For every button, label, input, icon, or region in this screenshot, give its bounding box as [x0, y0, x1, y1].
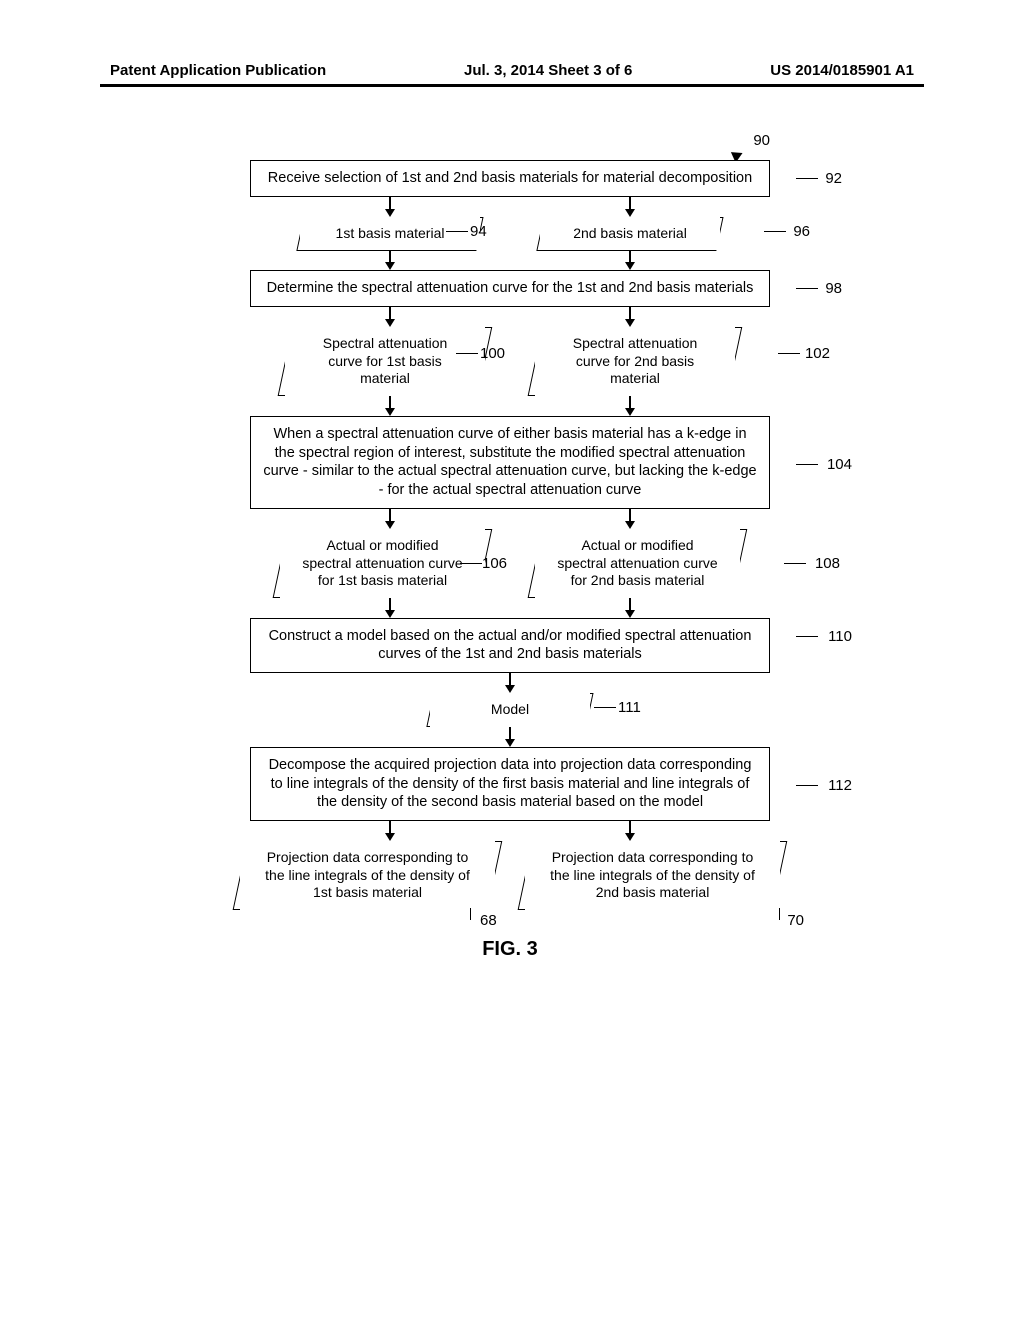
box-94: 1st basis material — [300, 217, 480, 251]
arrows-92-to-94-96 — [170, 197, 850, 217]
arrows-104-to-106-108 — [170, 509, 850, 529]
leader-106 — [460, 563, 482, 564]
leader-102 — [778, 353, 800, 354]
ref-94: 94 — [470, 223, 487, 240]
box-102: Spectral attenuation curve for 2nd basis… — [535, 327, 735, 396]
header-left: Patent Application Publication — [110, 62, 326, 79]
leader-110 — [796, 636, 818, 637]
box-98: Determine the spectral attenuation curve… — [250, 270, 770, 307]
box-68: Projection data corresponding to the lin… — [240, 841, 495, 910]
box-111-text: Model — [452, 701, 568, 719]
box-110: Construct a model based on the actual an… — [250, 618, 770, 674]
header-right: US 2014/0185901 A1 — [770, 62, 914, 79]
arrows-94-96-to-98 — [170, 250, 850, 270]
flowchart: 90 Receive selection of 1st and 2nd basi… — [170, 160, 850, 961]
leader-70 — [779, 908, 780, 920]
ref-104: 104 — [827, 456, 852, 473]
ref-111: 111 — [618, 699, 641, 716]
box-96-text: 2nd basis material — [562, 225, 698, 243]
arrow-110-to-111 — [170, 673, 850, 693]
leader-96 — [764, 231, 786, 232]
box-106: Actual or modified spectral attenuation … — [280, 529, 485, 598]
box-111: Model — [430, 693, 590, 727]
ref-112: 112 — [828, 777, 852, 794]
box-102-text: Spectral attenuation curve for 2nd basis… — [557, 335, 713, 388]
ref-70: 70 — [787, 912, 804, 929]
leader-111 — [594, 707, 616, 708]
ref-102: 102 — [805, 345, 830, 362]
box-68-text: Projection data corresponding to the lin… — [262, 849, 473, 902]
patent-header: Patent Application Publication Jul. 3, 2… — [0, 62, 1024, 79]
header-center: Jul. 3, 2014 Sheet 3 of 6 — [464, 62, 632, 79]
header-rule — [100, 84, 924, 87]
leader-104 — [796, 464, 818, 465]
ref-110: 110 — [828, 628, 852, 645]
box-106-text: Actual or modified spectral attenuation … — [302, 537, 463, 590]
arrows-100-102-to-104 — [170, 396, 850, 416]
box-70-text: Projection data corresponding to the lin… — [547, 849, 758, 902]
box-104: When a spectral attenuation curve of eit… — [250, 416, 770, 509]
leader-68 — [470, 908, 471, 920]
box-94-text: 1st basis material — [322, 225, 458, 243]
ref-92: 92 — [825, 170, 842, 187]
ref-98: 98 — [825, 280, 842, 297]
arrows-112-to-68-70 — [170, 821, 850, 841]
box-108-text: Actual or modified spectral attenuation … — [557, 537, 718, 590]
arrows-106-108-to-110 — [170, 598, 850, 618]
box-96: 2nd basis material — [540, 217, 720, 251]
figure-label: FIG. 3 — [170, 938, 850, 961]
arrows-98-to-100-102 — [170, 307, 850, 327]
arrow-111-to-112 — [170, 727, 850, 747]
ref-90: 90 — [753, 132, 770, 149]
ref-68: 68 — [480, 912, 497, 929]
box-70: Projection data corresponding to the lin… — [525, 841, 780, 910]
ref-100: 100 — [480, 345, 505, 362]
leader-112 — [796, 785, 818, 786]
ref-96: 96 — [793, 223, 810, 240]
leader-92 — [796, 178, 818, 179]
leader-98 — [796, 288, 818, 289]
ref-90-arrow-icon — [730, 147, 748, 161]
box-108: Actual or modified spectral attenuation … — [535, 529, 740, 598]
box-92: Receive selection of 1st and 2nd basis m… — [250, 160, 770, 197]
leader-108 — [784, 563, 806, 564]
box-100: Spectral attenuation curve for 1st basis… — [285, 327, 485, 396]
box-100-text: Spectral attenuation curve for 1st basis… — [307, 335, 463, 388]
ref-106: 106 — [482, 555, 507, 572]
ref-108: 108 — [815, 555, 840, 572]
box-112: Decompose the acquired projection data i… — [250, 747, 770, 822]
